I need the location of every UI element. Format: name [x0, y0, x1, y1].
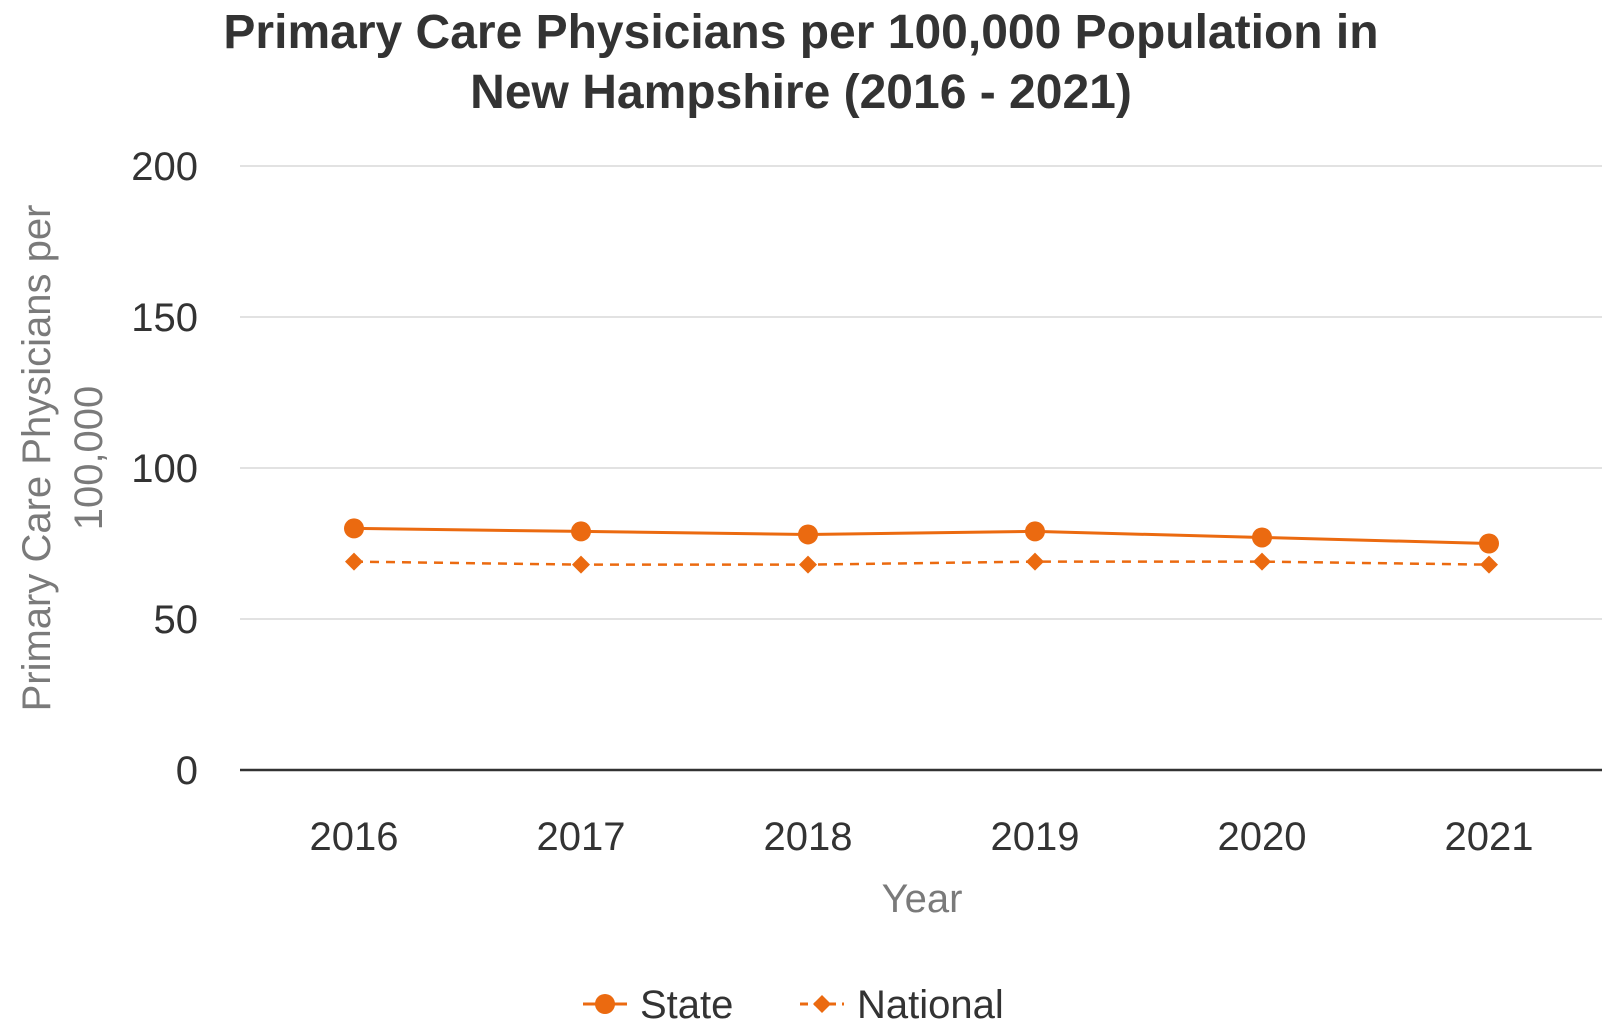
series-state-point-2017: [571, 521, 591, 542]
series-state-point-2020: [1252, 527, 1272, 548]
y-tick-label-150: 150: [131, 296, 198, 340]
legend-state-marker: [595, 994, 615, 1014]
chart-title-line-1: Primary Care Physicians per 100,000 Popu…: [223, 6, 1378, 59]
y-tick-label-0: 0: [176, 749, 198, 793]
x-tick-label-2021: 2021: [1445, 815, 1534, 859]
y-axis-title-line-2: 100,000: [67, 386, 111, 531]
series-national-point-2019: [1026, 552, 1044, 571]
y-axis-title-line-1: Primary Care Physicians per: [15, 205, 59, 712]
series-state-point-2019: [1025, 521, 1045, 542]
y-tick-label-200: 200: [131, 145, 198, 189]
x-tick-label-2019: 2019: [991, 815, 1080, 859]
series-national-point-2017: [572, 555, 590, 574]
series-national-point-2021: [1480, 555, 1498, 574]
series-layer: [344, 518, 1499, 574]
y-axis-title: Primary Care Physicians per 100,000: [15, 205, 111, 712]
legend-national-label: National: [857, 983, 1004, 1022]
series-national-point-2020: [1253, 552, 1271, 571]
series-national: [345, 552, 1498, 574]
gridlines: [240, 165, 1602, 772]
y-tick-label-100: 100: [131, 447, 198, 491]
series-national-point-2018: [799, 555, 817, 574]
series-national-point-2016: [345, 552, 363, 571]
series-state-point-2021: [1479, 533, 1499, 554]
x-tick-label-2017: 2017: [537, 815, 626, 859]
chart-title: Primary Care Physicians per 100,000 Popu…: [223, 6, 1378, 119]
series-state: [344, 518, 1499, 554]
series-state-point-2016: [344, 518, 364, 539]
series-national-line: [353, 560, 1490, 566]
y-axis-ticks: 0 50 100 150 200: [131, 145, 198, 793]
series-state-line: [353, 526, 1490, 545]
legend-item-national: National: [800, 983, 1004, 1022]
x-tick-label-2018: 2018: [764, 815, 853, 859]
x-axis-ticks: 2016 2017 2018 2019 2020 2021: [310, 815, 1534, 859]
legend-state-label: State: [640, 983, 733, 1022]
x-tick-label-2020: 2020: [1218, 815, 1307, 859]
chart-title-line-2: New Hampshire (2016 - 2021): [470, 66, 1132, 119]
legend: State National: [583, 983, 1004, 1022]
series-state-point-2018: [798, 524, 818, 545]
y-tick-label-50: 50: [154, 598, 199, 642]
legend-national-marker: [813, 995, 831, 1013]
x-tick-label-2016: 2016: [310, 815, 399, 859]
x-axis-title: Year: [882, 877, 963, 921]
legend-item-state: State: [583, 983, 733, 1022]
